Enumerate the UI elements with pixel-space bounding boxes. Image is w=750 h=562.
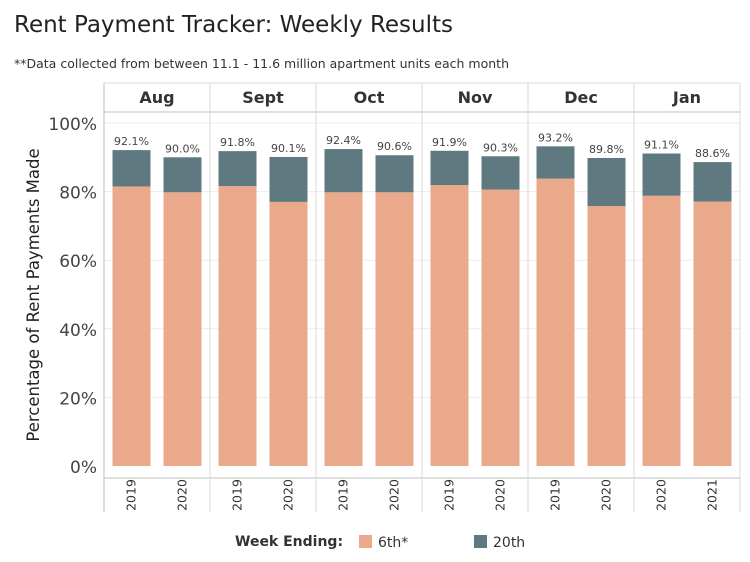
- bar-total-label: 90.6%: [377, 140, 412, 153]
- bar-6th: [536, 178, 575, 467]
- y-tick-label: 100%: [48, 115, 97, 135]
- bar-total-label: 90.3%: [483, 141, 518, 154]
- y-tick-label: 20%: [59, 389, 97, 409]
- y-axis-title: Percentage of Rent Payments Made: [24, 148, 43, 441]
- bar-6th: [430, 185, 469, 466]
- y-tick-label: 80%: [59, 184, 97, 204]
- bar-20th: [481, 156, 520, 190]
- bar-20th: [218, 151, 257, 187]
- x-tick-label-year: 2020: [493, 479, 508, 511]
- bar-20th: [536, 146, 575, 179]
- legend-swatch-20th: [474, 535, 487, 548]
- x-tick-label-year: 2019: [124, 479, 139, 511]
- bar-total-label: 90.0%: [165, 142, 200, 155]
- bar-20th: [430, 150, 469, 186]
- bar-20th: [375, 155, 414, 193]
- bar-20th: [269, 156, 308, 202]
- bar-total-label: 89.8%: [589, 143, 624, 156]
- x-tick-label-year: 2020: [281, 479, 296, 511]
- month-header-label: Oct: [354, 88, 385, 107]
- bar-total-label: 93.2%: [538, 131, 573, 144]
- x-tick-label-year: 2019: [336, 479, 351, 511]
- x-tick-label-year: 2021: [705, 479, 720, 511]
- bar-6th: [163, 192, 202, 466]
- bar-20th: [163, 157, 202, 193]
- bar-total-label: 91.8%: [220, 136, 255, 149]
- bar-20th: [642, 153, 681, 196]
- legend-title: Week Ending:: [235, 534, 343, 550]
- bar-total-label: 91.9%: [432, 136, 467, 149]
- bar-20th: [693, 162, 732, 202]
- bar-6th: [642, 195, 681, 466]
- bar-6th: [324, 192, 363, 466]
- chart-title: Rent Payment Tracker: Weekly Results: [14, 12, 454, 38]
- bar-20th: [112, 150, 151, 187]
- y-tick-label: 40%: [59, 321, 97, 341]
- bar-6th: [375, 192, 414, 466]
- bar-total-label: 88.6%: [695, 147, 730, 160]
- bar-6th: [218, 186, 257, 466]
- y-tick-label: 60%: [59, 252, 97, 272]
- x-tick-label-year: 2020: [654, 479, 669, 511]
- bar-6th: [269, 201, 308, 466]
- bar-6th: [112, 186, 151, 466]
- bar-total-label: 92.4%: [326, 134, 361, 147]
- x-tick-label-year: 2020: [599, 479, 614, 511]
- bar-total-label: 91.1%: [644, 139, 679, 152]
- y-tick-label: 0%: [70, 458, 97, 478]
- chart-subtitle: **Data collected from between 11.1 - 11.…: [14, 56, 509, 71]
- bar-total-label: 90.1%: [271, 142, 306, 155]
- bar-6th: [693, 201, 732, 466]
- bar-20th: [324, 149, 363, 193]
- bar-6th: [481, 189, 520, 467]
- legend-swatch-6th: [359, 535, 372, 548]
- legend-label-20th: 20th: [493, 535, 525, 551]
- month-header-label: Aug: [139, 88, 174, 107]
- x-tick-label-year: 2019: [548, 479, 563, 511]
- month-header-label: Sept: [242, 88, 284, 107]
- bar-total-label: 92.1%: [114, 135, 149, 148]
- bar-20th: [587, 157, 626, 207]
- x-tick-label-year: 2020: [175, 479, 190, 511]
- x-tick-label-year: 2019: [230, 479, 245, 511]
- x-tick-label-year: 2020: [387, 479, 402, 511]
- bar-6th: [587, 206, 626, 467]
- x-tick-label-year: 2019: [442, 479, 457, 511]
- legend-label-6th: 6th*: [378, 535, 408, 551]
- month-header-label: Jan: [672, 88, 701, 107]
- month-header-label: Dec: [564, 88, 598, 107]
- month-header-label: Nov: [458, 88, 493, 107]
